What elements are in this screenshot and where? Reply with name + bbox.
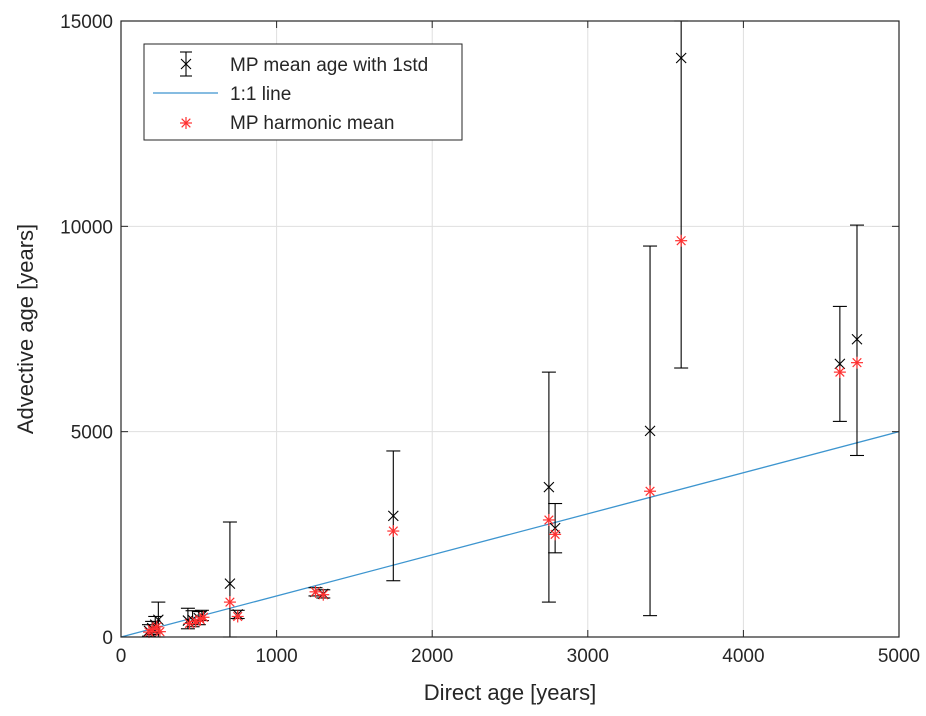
x-marker-stroke [224,578,236,590]
one-to-one-series [120,431,900,638]
mean-age-marker [675,52,687,64]
legend-entry-one-to-one: 1:1 line [153,84,291,105]
harmonic-mean-marker [675,234,688,247]
asterisk-stroke [544,515,554,525]
asterisk-stroke [155,626,165,637]
x-marker-stroke [387,510,399,522]
harmonic-mean-marker [153,625,166,638]
y-tick-label: 0 [102,628,113,649]
mean-age-marker [851,333,863,345]
mean-age-point [541,371,556,603]
harmonic-mean-marker [850,356,863,369]
y-axis-label: Advective age [years] [13,224,38,434]
x-tick-labels: 0 1000 2000 3000 4000 5000 [116,646,920,667]
asterisk-stroke [645,486,655,496]
harmonic-mean-marker [833,366,846,379]
harmonic-mean-marker [549,528,562,541]
x-marker-stroke [152,614,164,626]
x-tick-label: 1000 [255,646,297,667]
x-axis-label: Direct age [years] [424,680,596,705]
legend-entry-mean-age: MP mean age with 1std [180,51,428,77]
mean-age-point [832,305,847,422]
asterisk-stroke [388,526,399,536]
asterisk-stroke [181,118,191,128]
y-tick-label: 15000 [60,12,113,33]
harmonic-mean-marker [223,596,236,609]
legend-swatch-errorbar-icon [180,51,192,77]
axis-ticks [120,20,900,638]
asterisk-stroke [852,357,862,368]
harmonic-mean-marker [197,611,210,624]
asterisk-stroke [225,597,235,607]
mean-age-point [386,450,401,582]
legend-entry-harmonic-mean: MP harmonic mean [180,113,394,134]
mean-age-marker [224,578,236,590]
asterisk-stroke [232,611,243,622]
x-tick-label: 4000 [722,646,764,667]
y-tick-labels: 0 5000 10000 15000 [60,12,113,649]
harmonic-mean-marker [644,485,657,498]
asterisk-stroke [184,618,195,629]
x-marker-stroke [834,358,846,370]
x-marker-stroke [644,425,656,437]
plot-frame [120,20,900,638]
x-marker-stroke [851,333,863,345]
x-marker-stroke [675,52,687,64]
asterisk-stroke [198,612,209,623]
harmonic-mean-marker [183,617,196,630]
legend-asterisk-marker [180,117,192,129]
x-tick-label: 0 [116,646,127,667]
x-tick-label: 2000 [411,646,453,667]
mean-age-point [849,224,864,457]
legend-box [143,43,463,141]
harmonic-mean-marker [231,610,244,623]
asterisk-stroke [310,587,321,597]
legend: MP mean age with 1std 1:1 line MP harmon… [143,43,463,141]
harmonic-mean-marker [317,588,330,601]
harmonic-mean-marker [542,513,555,526]
legend-label-mean-age: MP mean age with 1std [230,55,428,76]
asterisk-stroke [550,529,560,540]
mean-age-marker [543,481,555,493]
x-tick-label: 5000 [878,646,920,667]
mean-age-marker [152,614,164,626]
x-marker-stroke [180,58,192,70]
harmonic-mean-series [143,234,863,639]
y-tick-label: 10000 [60,217,113,238]
legend-label-one-to-one: 1:1 line [230,84,291,105]
asterisk-stroke [152,621,162,632]
legend-swatch-asterisk-icon [180,117,192,129]
asterisk-stroke [676,235,686,246]
legend-x-marker [180,58,192,70]
mean-age-point [643,245,658,617]
x-marker-stroke [543,481,555,493]
mean-age-marker [644,425,656,437]
harmonic-mean-marker [387,525,400,538]
asterisk-stroke [318,589,329,600]
x-tick-label: 3000 [567,646,609,667]
mean-age-marker [834,358,846,370]
asterisk-stroke [835,367,845,377]
y-tick-label: 5000 [71,423,113,444]
legend-label-harmonic-mean: MP harmonic mean [230,113,394,134]
mean-age-marker [387,510,399,522]
one-to-one-line [120,431,900,638]
